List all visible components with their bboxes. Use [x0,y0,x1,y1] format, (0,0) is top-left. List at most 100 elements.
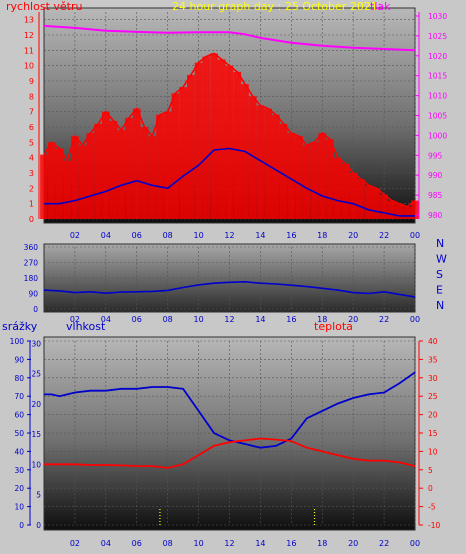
x-tick-label: 00 [410,315,420,324]
x-tick-label: 10 [193,315,203,324]
wind-gust-bar [225,65,234,219]
wind-gust-bar [78,145,87,219]
x-tick-label: 22 [379,539,389,548]
teplota-tick-label: 30 [428,374,438,383]
x-tick-label: 12 [224,231,234,240]
y-right-tick-label: 1010 [428,92,447,101]
y-right-tick-label: 1030 [428,12,447,21]
y-right-tick-label: 1000 [428,131,447,140]
compass-label: E [436,284,443,297]
srazky-tick-label: 60 [14,411,24,420]
x-tick-label: 04 [101,231,111,240]
temperature-line [44,437,416,469]
wind-direction-tick-label: 90 [28,290,38,299]
panel3-right-axis-label: teplota [314,320,353,333]
wind-gust-bar [279,123,288,219]
x-tick-label: 08 [163,539,173,548]
wind-gust-bar [140,127,149,219]
wind-gust-bar [94,123,102,219]
vlhkost-tick-label: 15 [31,430,41,439]
wind-gust-bar [248,96,257,219]
teplota-tick-label: -5 [428,503,436,512]
wind-gust-bar [194,62,203,219]
wind-gust-bar [403,206,412,219]
x-tick-label: 00 [410,539,420,548]
wind-gust-bar [179,87,187,219]
x-tick-label: 22 [379,315,389,324]
srazky-tick-label: 70 [14,392,24,401]
x-tick-label: 10 [193,539,203,548]
y-right-tick-label: 990 [428,171,443,180]
wind-gust-bar [318,133,327,219]
y-left-tick-label: 3 [29,169,34,178]
srazky-tick-label: 0 [19,521,24,530]
wind-gust-bar [310,142,319,219]
vlhkost-tick-label: 20 [31,400,41,409]
wind-gust-bar [210,53,218,220]
srazky-tick-label: 90 [14,355,24,364]
y-left-tick-label: 11 [24,46,34,55]
x-tick-label: 02 [70,539,80,548]
wind-gust-bar [148,136,156,219]
y-right-tick-label: 1005 [428,112,447,121]
wind-gust-bar [233,71,242,219]
y-left-tick-label: 10 [24,62,34,71]
x-tick-label: 18 [317,315,327,324]
y-left-tick-label: 5 [29,138,34,147]
wind-gust-bar [47,142,56,219]
wind-gust-bar [395,203,404,219]
wind-gust-bar [295,136,303,219]
compass-label: N [436,299,444,312]
x-tick-label: 00 [410,231,420,240]
wind-direction-line [43,280,416,298]
x-tick-label: 14 [255,539,265,548]
panel1-left-axis-label: rychlost větru [6,0,82,13]
x-tick-label: 20 [348,539,358,548]
wind-gust-line [43,52,416,208]
y-left-tick-label: 2 [29,184,34,193]
panel1-right-axis-label: tlak [370,0,391,13]
x-tick-label: 18 [317,539,327,548]
teplota-tick-label: 15 [428,429,438,438]
wind-gust-bar [109,120,118,219]
wind-gust-bar [55,148,64,219]
teplota-tick-label: 40 [428,337,438,346]
x-tick-label: 20 [348,231,358,240]
y-right-tick-label: 995 [428,151,443,160]
y-left-tick-label: 8 [29,92,34,101]
vlhkost-tick-label: 25 [31,370,41,379]
x-tick-label: 08 [163,231,173,240]
wind-gust-bar [380,194,388,219]
wind-gust-bar [256,105,265,219]
teplota-tick-label: 5 [428,466,433,475]
y-right-tick-label: 1025 [428,32,447,41]
wind-gust-bar [387,200,396,219]
x-tick-label: 06 [132,315,142,324]
compass-label: N [436,237,444,250]
x-tick-label: 12 [224,315,234,324]
wind-gust-bar [411,200,419,219]
wind-gust-bar [272,114,280,219]
y-left-tick-label: 0 [29,215,34,224]
wind-gust-bar [202,56,211,219]
x-tick-label: 02 [70,315,80,324]
y-left-tick-label: 12 [24,31,34,40]
x-tick-label: 18 [317,231,327,240]
y-right-tick-label: 980 [428,211,443,220]
y-right-tick-label: 985 [428,191,443,200]
wind-gust-bar [341,163,350,219]
wind-direction-tick-label: 0 [33,305,38,314]
x-tick-label: 22 [379,231,389,240]
teplota-tick-label: 35 [428,355,438,364]
x-tick-label: 08 [163,315,173,324]
y-left-tick-label: 4 [29,154,34,163]
wind-average-line [44,147,415,217]
wind-gust-bar [187,74,195,220]
srazky-tick-label: 50 [14,429,24,438]
humidity-line [44,371,416,449]
x-tick-label: 06 [132,231,142,240]
panel3-left-axis-label: srážky [2,320,38,333]
x-tick-label: 04 [101,315,111,324]
vlhkost-tick-label: 0 [36,521,41,530]
